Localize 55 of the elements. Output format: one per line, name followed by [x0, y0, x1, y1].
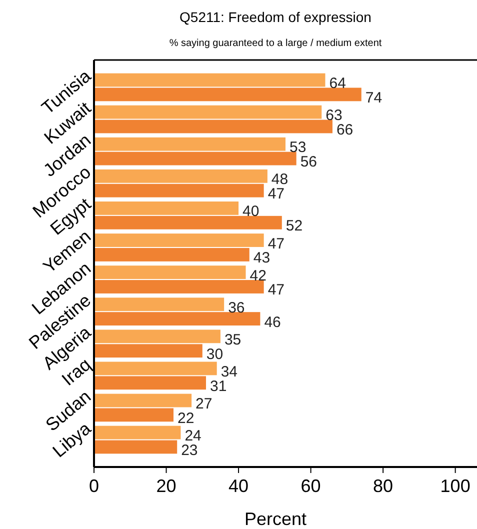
data-label: 22	[177, 410, 194, 427]
x-tick-label: 40	[228, 476, 249, 496]
bar	[94, 184, 264, 198]
data-label: 43	[253, 250, 270, 267]
data-label: 40	[242, 203, 260, 220]
data-label: 53	[290, 139, 306, 156]
bar	[94, 248, 250, 262]
data-label: 48	[271, 171, 288, 188]
bar	[94, 88, 362, 102]
bar	[94, 312, 260, 326]
bar	[94, 152, 296, 166]
bar	[94, 408, 174, 422]
data-label: 47	[268, 186, 285, 203]
bar	[94, 202, 239, 215]
bar	[94, 137, 286, 151]
data-label: 63	[326, 107, 342, 124]
data-label: 52	[286, 218, 303, 235]
data-label: 35	[224, 331, 242, 348]
bar	[94, 266, 246, 280]
bar	[94, 376, 206, 390]
chart-subtitle: % saying guaranteed to a large / medium extent	[169, 38, 382, 49]
data-label: 64	[329, 75, 346, 92]
bar	[94, 280, 264, 294]
chart-title: Q5211: Freedom of expression	[180, 9, 372, 25]
x-axis-title: Percent	[244, 509, 307, 529]
bar	[94, 330, 220, 344]
bar	[94, 105, 322, 119]
bar	[94, 234, 264, 247]
bar	[94, 298, 224, 312]
data-label: 30	[206, 346, 224, 363]
data-label: 46	[264, 314, 281, 331]
bar	[94, 169, 268, 183]
data-label: 42	[250, 267, 266, 284]
x-tick-label: 80	[373, 476, 394, 496]
data-label: 36	[228, 299, 245, 316]
data-label: 56	[300, 154, 318, 171]
data-label: 47	[268, 282, 285, 299]
data-label: 34	[220, 363, 238, 380]
bar	[94, 120, 332, 134]
bar	[94, 344, 202, 358]
bar	[94, 394, 192, 408]
data-label: 27	[196, 396, 212, 412]
bar	[94, 426, 181, 440]
x-tick-label: 100	[440, 476, 470, 496]
data-label: 31	[210, 378, 227, 395]
bar	[94, 216, 282, 230]
x-tick-label: 20	[156, 476, 176, 496]
data-label: 66	[336, 122, 354, 138]
bar	[94, 362, 217, 376]
bar	[94, 440, 178, 454]
data-label: 74	[365, 89, 382, 106]
data-label: 47	[268, 235, 285, 252]
x-tick-label: 60	[300, 476, 321, 496]
x-tick-label: 0	[88, 476, 100, 496]
bar	[94, 73, 326, 87]
